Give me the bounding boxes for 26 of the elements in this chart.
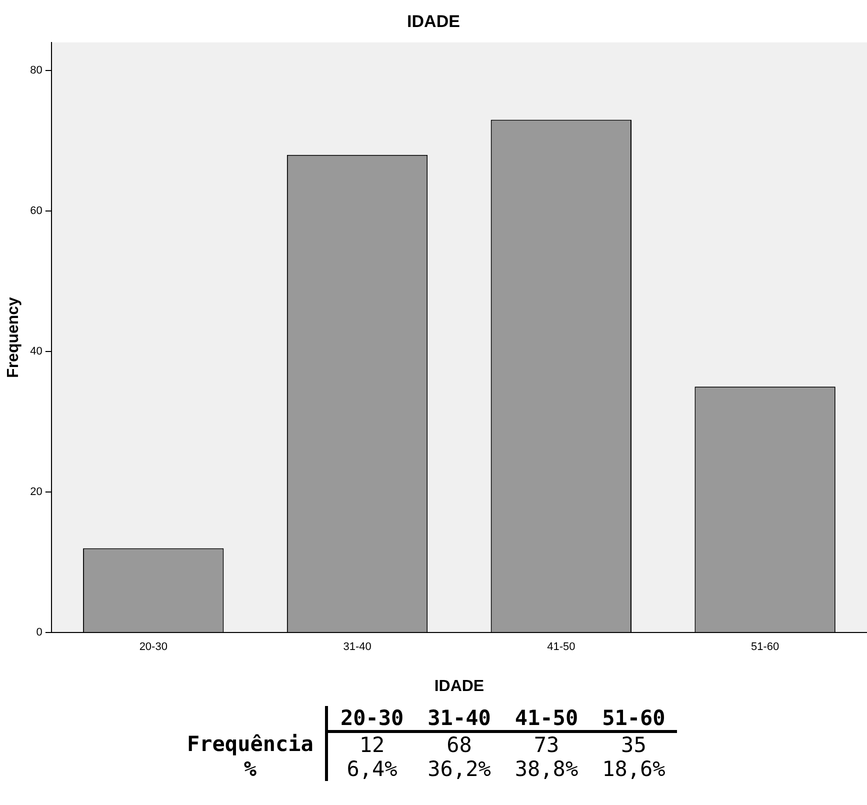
category-label: 20-30 xyxy=(340,706,404,730)
text: 68 xyxy=(446,732,473,757)
text: Frequência xyxy=(175,732,327,757)
y-axis-title: Frequency xyxy=(5,296,22,378)
y-tick-label: 40 xyxy=(30,346,42,358)
x-tick-label: 41-50 xyxy=(547,641,576,654)
y-tick-label: 0 xyxy=(36,626,42,639)
text: % xyxy=(175,757,327,781)
category-label: 41-50 xyxy=(514,706,578,730)
text: 38,8% xyxy=(514,757,580,781)
text: 35 xyxy=(620,732,648,757)
y-tick-label: 80 xyxy=(30,64,42,77)
y-tick-label: 20 xyxy=(30,486,42,498)
text: 18,6% xyxy=(601,757,666,781)
x-axis-title: IDADE xyxy=(434,678,484,695)
x-tick-label: 51-60 xyxy=(750,641,780,654)
text: 73 xyxy=(532,732,560,757)
text: 12 xyxy=(358,732,386,757)
x-tick-label: 20-30 xyxy=(139,641,168,654)
text: 6,4% xyxy=(346,757,398,781)
text: 36,2% xyxy=(426,757,492,781)
category-label: 51-60 xyxy=(602,706,666,730)
category-label: 31-40 xyxy=(428,706,491,730)
y-tick-label: 60 xyxy=(30,205,42,218)
x-tick-label: 31-40 xyxy=(343,641,372,654)
chart-title: IDADE xyxy=(407,12,460,31)
